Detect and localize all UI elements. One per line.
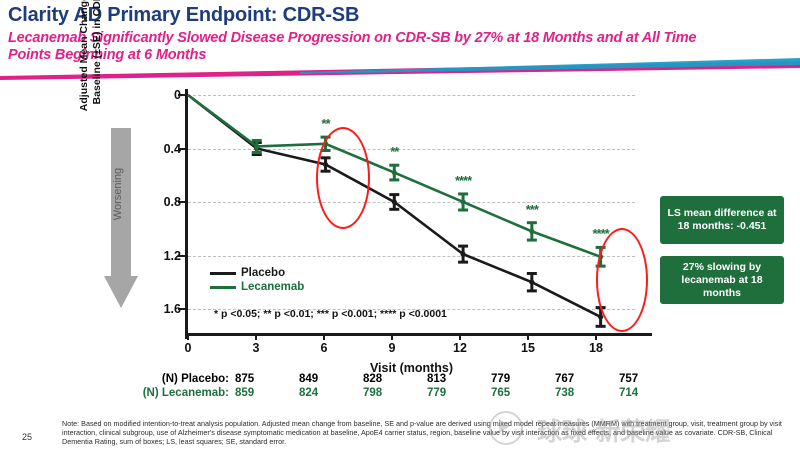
highlight-ellipse-18mo (596, 228, 648, 332)
errorbar-lecanemab-12 (458, 192, 469, 212)
significance-star-15mo: *** (525, 201, 539, 217)
highlight-ellipse-6mo (316, 127, 370, 229)
x-tickmark-9 (391, 333, 393, 340)
n-lecanemab-15: 738 (555, 387, 575, 399)
n-placebo-9: 813 (427, 373, 447, 385)
gridline-16 (188, 309, 635, 310)
x-tick-label-15: 15 (521, 341, 535, 355)
x-tickmark-6 (323, 333, 325, 340)
y-tickmark-12 (178, 254, 186, 257)
significance-star-9mo: ** (390, 144, 399, 160)
legend-label-lecanemab: Lecanemab (241, 281, 305, 293)
n-lecanemab-3: 824 (299, 387, 319, 399)
y-tick-label-16: 1.6 (163, 302, 181, 316)
x-axis-title: Visit (months) (369, 361, 454, 375)
callout-percent-slowing: 27% slowing by lecanemab at 18 months (660, 256, 784, 304)
significance-star-12mo: **** (454, 172, 472, 188)
gridline-08 (188, 202, 635, 203)
errorbar-placebo-12 (458, 244, 469, 264)
n-lecanemab-18: 714 (619, 387, 639, 399)
gridline-04 (188, 148, 635, 150)
y-tick-label-04: 0.4 (163, 141, 181, 156)
footnote-text: Note: Based on modified intention-to-tre… (62, 419, 782, 447)
y-tick-label-08: 0.8 (163, 195, 181, 209)
play-triangle-icon (499, 419, 510, 433)
callout-ls-mean-difference: LS mean difference at 18 months: -0.451 (660, 196, 784, 244)
n-placebo-18: 757 (619, 373, 639, 385)
n-placebo-3: 849 (299, 373, 319, 385)
header-divider-swoosh (0, 58, 800, 80)
x-tickmark-12 (459, 333, 461, 340)
chart-plot-area: 0 0.4 0.8 1.2 1.6 0 3 6 9 12 15 18 Visit… (164, 88, 652, 375)
watermark: 球球·新荣耀 (487, 404, 787, 450)
y-tickmark-16 (178, 308, 186, 310)
y-tick-label-0: 0 (174, 88, 181, 102)
n-placebo-0: 875 (235, 373, 255, 385)
n-lecanemab-12: 765 (491, 387, 511, 399)
n-lecanemab-9: 779 (427, 387, 447, 399)
n-placebo-12: 779 (491, 373, 511, 385)
errorbar-placebo-9 (389, 193, 400, 211)
errorbar-placebo-15 (526, 272, 537, 293)
table-row: (N) Lecanemab: 859 824 798 779 765 738 7… (0, 386, 800, 400)
play-circle-icon (489, 411, 523, 445)
n-lecanemab-0: 859 (235, 387, 255, 399)
x-tick-label-9: 9 (388, 341, 396, 355)
p-value-note: * p <0.05; ** p <0.01; *** p <0.001; ***… (214, 308, 447, 320)
gridline-12 (188, 255, 635, 257)
legend-swatch-placebo (210, 271, 236, 275)
y-tickmark-0 (178, 94, 186, 96)
arrow-body-icon (111, 128, 131, 278)
worsening-label: Worsening (112, 167, 124, 221)
y-tickmark-08 (178, 201, 186, 203)
worsening-arrow: Worsening (104, 128, 138, 313)
watermark-text: 球球·新荣耀 (537, 418, 671, 446)
arrow-head-icon (104, 276, 138, 308)
page-subtitle: Lecanemab Significantly Slowed Disease P… (8, 30, 697, 63)
y-axis-title: Adjusted Mean Change from Baseline (±SE)… (78, 0, 103, 112)
n-table: (N) Placebo: 875 849 828 813 779 767 757… (0, 372, 800, 400)
chart-legend: Placebo Lecanemab (210, 267, 304, 295)
legend-item-lecanemab: Lecanemab (210, 281, 304, 293)
slide-number: 25 (22, 432, 33, 442)
chart-series-layer (187, 93, 606, 328)
x-tick-label-6: 6 (320, 341, 328, 355)
gridline-0 (188, 95, 635, 96)
errorbar-lecanemab-3 (251, 138, 262, 154)
x-tickmark-15 (527, 333, 529, 340)
x-tick-label-12: 12 (453, 341, 467, 355)
n-placebo-15: 767 (555, 373, 575, 385)
legend-item-placebo: Placebo (210, 267, 304, 279)
n-row-label-lecanemab: (N) Lecanemab: (142, 387, 229, 399)
x-axis-line (185, 333, 652, 336)
x-tickmark-3 (255, 333, 257, 340)
n-lecanemab-6: 798 (363, 387, 383, 399)
y-tickmark-04 (178, 147, 186, 150)
legend-swatch-lecanemab (210, 285, 236, 289)
x-tick-label-18: 18 (589, 341, 603, 355)
x-tick-label-0: 0 (184, 341, 192, 355)
legend-label-placebo: Placebo (241, 267, 286, 279)
n-placebo-6: 828 (363, 373, 383, 385)
x-tickmark-0 (187, 333, 189, 340)
errorbar-lecanemab-15 (526, 221, 537, 242)
x-tickmark-18 (595, 333, 597, 340)
y-tick-label-12: 1.2 (163, 248, 181, 263)
page-title: Clarity AD Primary Endpoint: CDR-SB (8, 4, 360, 26)
n-row-label-placebo: (N) Placebo: (161, 373, 229, 385)
y-axis-line (185, 89, 188, 339)
table-row: (N) Placebo: 875 849 828 813 779 767 757 (0, 372, 800, 386)
significance-star-6mo: ** (321, 116, 330, 132)
x-tick-label-3: 3 (252, 341, 260, 355)
errorbar-lecanemab-9 (389, 163, 400, 182)
